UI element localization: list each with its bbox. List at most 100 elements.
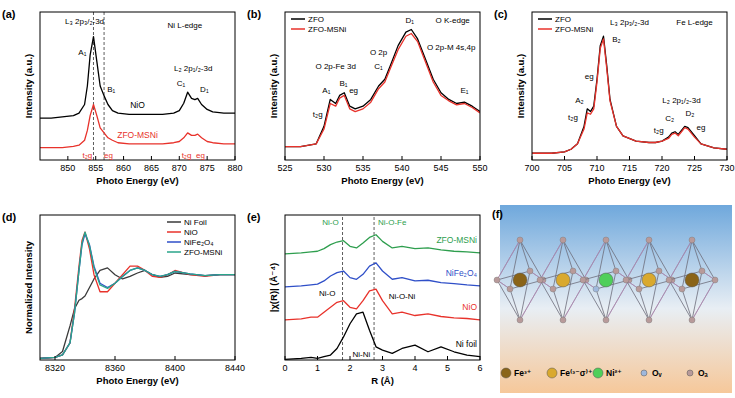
x-tick-label: 8440 <box>225 363 245 373</box>
x-tick-label: 545 <box>433 163 448 173</box>
x-axis-title: Photo Energy (eV) <box>96 375 178 386</box>
legend-label: NiFe₂O₄ <box>184 238 213 247</box>
octahedron-edge <box>563 240 573 271</box>
legend-swatch <box>593 368 603 378</box>
x-tick <box>597 156 598 160</box>
series-line <box>40 232 235 358</box>
legend-label: Fe⁽³⁻σ⁾⁺ <box>560 368 592 378</box>
series-line <box>285 289 480 320</box>
y-axis-title: Normalized Intensity <box>23 240 34 334</box>
series-line <box>285 312 480 359</box>
x-tick-label: 2 <box>347 363 352 373</box>
annotation: t₂g <box>568 113 578 122</box>
series-line <box>285 34 480 147</box>
panel: (b)525530535540545550Photo Energy (eV)In… <box>247 8 488 186</box>
structure-diagram: (f)Fe³⁺Fe⁽³⁻σ⁾⁺Ni²⁺OᵥOₐ <box>492 205 732 393</box>
y-axis-title: Intensity (a.u.) <box>515 54 526 118</box>
x-tick <box>67 156 68 160</box>
panel-label: (b) <box>247 8 261 20</box>
metal-atom <box>642 273 656 287</box>
annotation: O K-edge <box>436 16 471 25</box>
legend-swatch <box>501 368 511 378</box>
y-axis-title: Intensity (a.u.) <box>268 54 279 118</box>
reference-line <box>93 12 94 160</box>
oxygen-atom <box>646 237 652 243</box>
annotation: O 2p <box>370 48 388 57</box>
legend-label: ZFO-MSNi <box>555 25 593 34</box>
x-axis-title: R (Å) <box>371 375 394 386</box>
panel-label: (d) <box>2 211 16 223</box>
series-label: Ni foil <box>456 339 477 349</box>
x-tick-label: 3 <box>380 363 385 373</box>
annotation: Ni-O <box>322 218 338 227</box>
annotation: O 2p-M 4s,4p <box>427 43 476 52</box>
x-tick <box>151 156 152 160</box>
x-tick-label: 525 <box>277 163 292 173</box>
oxygen-atom <box>699 268 705 274</box>
annotation: A₁ <box>322 86 330 95</box>
x-tick <box>115 356 116 360</box>
panel: (a)850855860865870875880Photo Energy (eV… <box>2 8 243 186</box>
legend-swatch <box>687 370 693 376</box>
x-tick-label: 850 <box>60 163 75 173</box>
metal-atom <box>513 273 527 287</box>
series-line <box>285 29 480 146</box>
x-tick-label: 8320 <box>45 363 65 373</box>
oxygen-atom <box>593 286 599 292</box>
series-label: ZFO-MSNi <box>436 235 477 245</box>
annotation: E₁ <box>460 86 468 95</box>
series-line <box>285 263 480 287</box>
oxygen-atom <box>560 317 566 323</box>
octahedron-edge <box>520 240 530 271</box>
metal-atom <box>599 273 613 287</box>
legend-label: ZFO <box>308 15 324 24</box>
y-axis-title: Intensity (a.u.) <box>23 54 34 118</box>
plot-area <box>40 232 235 358</box>
series-line <box>40 105 235 148</box>
legend-swatch <box>291 18 305 20</box>
x-tick-label: 855 <box>88 163 103 173</box>
annotation: D₁ <box>200 85 209 94</box>
x-tick <box>441 156 442 160</box>
annotation: O 2p-Fe 3d <box>315 62 355 71</box>
x-tick <box>317 356 318 360</box>
legend-swatch <box>167 241 181 243</box>
panel: (d)8320836084008440Photo Energy (eV)Norm… <box>2 211 245 386</box>
annotation: L₃ 2p₃/₂-3d <box>610 18 649 27</box>
oxygen-atom <box>570 268 576 274</box>
panel-label: (e) <box>247 211 261 223</box>
x-tick-label: 880 <box>227 163 242 173</box>
oxygen-atom <box>603 317 609 323</box>
annotation: B₁ <box>107 85 115 94</box>
y-axis-title: |χ(R)| (Å⁻⁴) <box>268 263 279 313</box>
oxygen-atom <box>517 237 523 243</box>
x-tick <box>447 356 448 360</box>
x-tick-label: 8400 <box>165 363 185 373</box>
plot-frame <box>285 215 480 360</box>
x-tick <box>123 156 124 160</box>
octahedron-edge <box>649 240 659 271</box>
series-label: ZFO-MSNi <box>117 130 158 140</box>
x-tick <box>662 156 663 160</box>
legend-label: Fe³⁺ <box>514 368 531 378</box>
legend-label: Ni²⁺ <box>606 368 622 378</box>
series-label: NiO <box>130 100 145 110</box>
x-axis-title: Photo Energy (eV) <box>588 175 670 186</box>
metal-atom <box>685 273 699 287</box>
oxygen-atom <box>636 286 642 292</box>
annotation: C₁ <box>374 62 383 71</box>
x-tick-label: 865 <box>144 163 159 173</box>
x-tick-label: 540 <box>394 163 409 173</box>
annotation: D₂ <box>686 109 695 118</box>
octahedron-edge <box>553 289 563 320</box>
oxygen-atom <box>712 277 718 283</box>
series-line <box>40 37 235 118</box>
x-tick <box>285 156 286 160</box>
x-tick <box>480 356 481 360</box>
x-tick-label: 720 <box>654 163 669 173</box>
legend-swatch <box>538 18 552 20</box>
legend-swatch <box>167 251 181 253</box>
annotation: eg <box>349 86 358 95</box>
x-tick-label: 875 <box>200 163 215 173</box>
legend-swatch <box>538 28 552 30</box>
